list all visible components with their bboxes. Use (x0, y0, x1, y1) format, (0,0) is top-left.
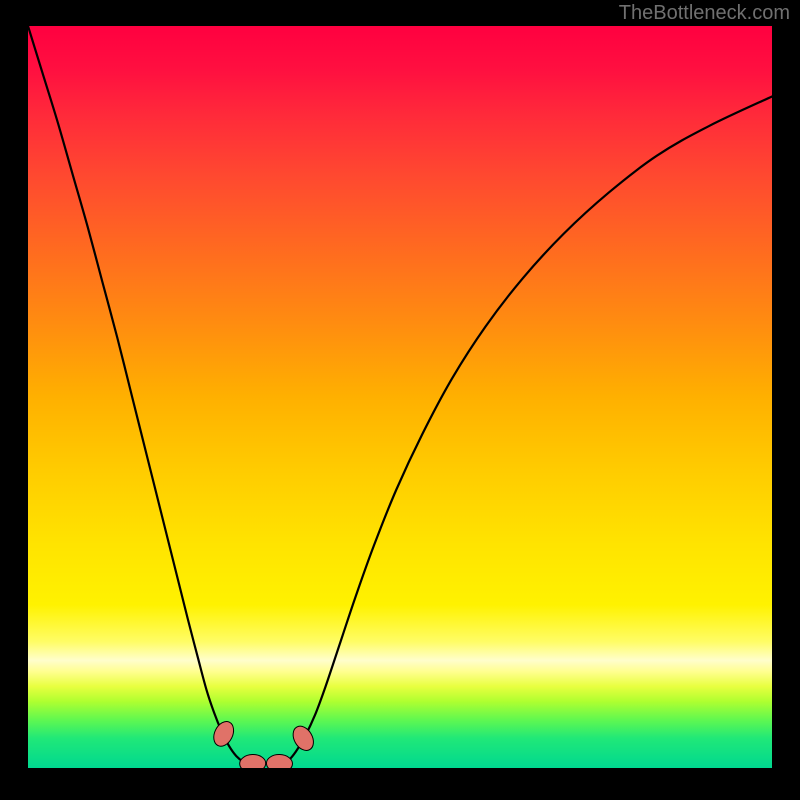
chart-plot-area (28, 26, 772, 768)
chart-background (28, 26, 772, 768)
bottleneck-curve-chart (28, 26, 772, 768)
watermark-text: TheBottleneck.com (619, 2, 790, 25)
